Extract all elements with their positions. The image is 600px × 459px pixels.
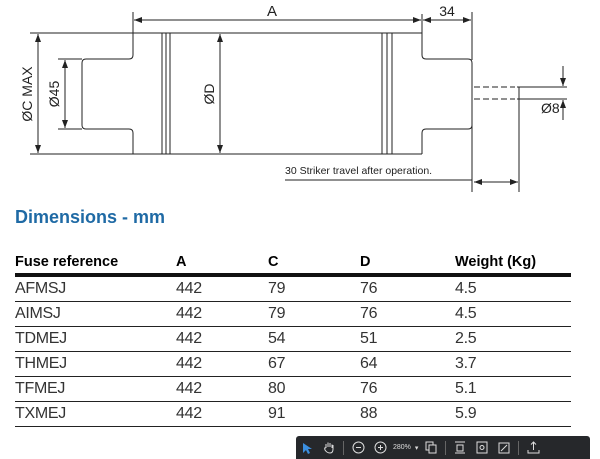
- divider: [445, 440, 447, 455]
- left-cap: [81, 33, 134, 154]
- striker-note: 30 Striker travel after operation.: [285, 165, 432, 177]
- divider: [343, 440, 344, 455]
- fullscreen-icon[interactable]: [493, 436, 515, 459]
- fit-page-icon[interactable]: [449, 436, 471, 459]
- fuse-body: [133, 32, 422, 155]
- zoom-out-icon[interactable]: [347, 436, 369, 459]
- cell-fuse-reference: TXMEJ: [15, 401, 176, 427]
- chevron-down-icon: ▾: [414, 444, 419, 452]
- cell-d: 64: [360, 351, 455, 377]
- cell-a: 442: [176, 301, 268, 327]
- cell-c: 80: [268, 376, 360, 402]
- cell-c: 54: [268, 326, 360, 352]
- section-title: Dimensions - mm: [15, 207, 166, 227]
- cell-fuse-reference: AFMSJ: [15, 275, 176, 302]
- label-45: Ø45: [46, 81, 62, 108]
- zoom-in-icon[interactable]: [369, 436, 391, 459]
- label-a: A: [267, 3, 277, 20]
- cell-d: 76: [360, 275, 455, 302]
- divider: [518, 440, 520, 455]
- label-8: Ø8: [541, 100, 560, 116]
- cell-fuse-reference: THMEJ: [15, 351, 176, 377]
- cell-a: 442: [176, 275, 268, 302]
- cell-d: 88: [360, 401, 455, 427]
- cell-d: 76: [360, 301, 455, 327]
- dimensions-table: Fuse reference A C D Weight (Kg) AFMSJ 44…: [15, 252, 571, 427]
- cell-c: 67: [268, 351, 360, 377]
- cell-weight: 4.5: [455, 301, 571, 327]
- cell-c: 79: [268, 301, 360, 327]
- table-row: AIMSJ 442 79 76 4.5: [15, 301, 571, 327]
- select-arrow-icon[interactable]: [296, 436, 318, 459]
- cell-weight: 5.9: [455, 401, 571, 427]
- cell-fuse-reference: TFMEJ: [15, 376, 176, 402]
- cell-c: 79: [268, 275, 360, 302]
- cell-weight: 3.7: [455, 351, 571, 377]
- table-row: TDMEJ 442 54 51 2.5: [15, 326, 571, 352]
- cell-c: 91: [268, 401, 360, 427]
- pdf-viewer-toolbar: 280% ▾: [296, 436, 590, 459]
- cell-a: 442: [176, 376, 268, 402]
- header-fuse-reference: Fuse reference: [15, 252, 176, 277]
- cell-fuse-reference: TDMEJ: [15, 326, 176, 352]
- table-row: THMEJ 442 67 64 3.7: [15, 351, 571, 377]
- table-row: AFMSJ 442 79 76 4.5: [15, 275, 571, 302]
- header-a: A: [176, 252, 268, 277]
- right-cap: [421, 33, 473, 154]
- cell-weight: 4.5: [455, 275, 571, 302]
- cell-weight: 2.5: [455, 326, 571, 352]
- hand-icon[interactable]: [318, 436, 340, 459]
- header-weight: Weight (Kg): [455, 252, 571, 277]
- cell-fuse-reference: AIMSJ: [15, 301, 176, 327]
- cell-a: 442: [176, 401, 268, 427]
- cell-a: 442: [176, 326, 268, 352]
- table-header: Fuse reference A C D Weight (Kg): [15, 252, 571, 277]
- fuse-dimension-drawing: A 34 ØC MAX Ø45 ØD Ø8 30 Striker travel …: [19, 3, 567, 192]
- header-c: C: [268, 252, 360, 277]
- page-settings-icon[interactable]: [471, 436, 493, 459]
- table-row: TXMEJ 442 91 88 5.9: [15, 401, 571, 427]
- cell-d: 76: [360, 376, 455, 402]
- header-d: D: [360, 252, 455, 277]
- cell-a: 442: [176, 351, 268, 377]
- cell-d: 51: [360, 326, 455, 352]
- cell-weight: 5.1: [455, 376, 571, 402]
- table-row: TFMEJ 442 80 76 5.1: [15, 376, 571, 402]
- zoom-level: 280%: [393, 444, 411, 451]
- label-c-max: ØC MAX: [19, 66, 35, 122]
- share-icon[interactable]: [522, 436, 544, 459]
- label-34: 34: [439, 3, 455, 19]
- label-d: ØD: [201, 84, 217, 105]
- copy-icon[interactable]: [420, 436, 442, 459]
- zoom-level-dropdown[interactable]: 280% ▾: [391, 444, 420, 452]
